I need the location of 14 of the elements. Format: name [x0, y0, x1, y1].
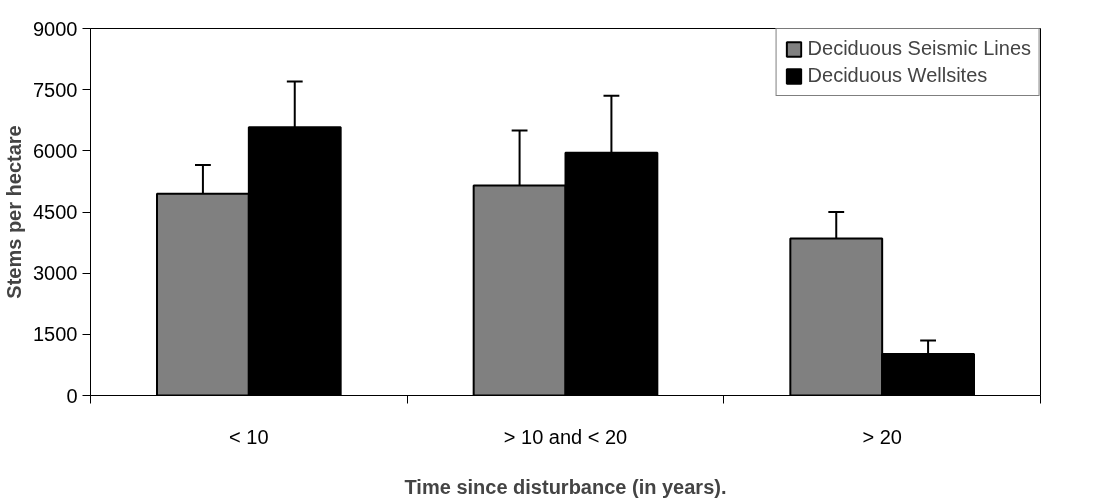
y-tick-label: 9000	[33, 17, 78, 40]
x-axis-title: Time since disturbance (in years).	[404, 475, 727, 498]
x-tick-label: > 10 and < 20	[503, 425, 628, 448]
y-tick-label: 1500	[33, 323, 78, 346]
x-tick-label: > 20	[862, 425, 902, 448]
y-axis-title: Stems per hectare	[3, 125, 26, 299]
y-tick-label: 0	[66, 384, 78, 407]
y-tick-label: 4500	[33, 201, 78, 223]
y-tick-label: 7500	[33, 78, 78, 101]
y-tick-label: 6000	[33, 139, 78, 162]
legend-label: Deciduous Seismic Lines	[807, 37, 1031, 60]
y-tick-label: 3000	[33, 262, 78, 285]
x-tick-label: < 10	[229, 425, 269, 448]
legend-label: Deciduous Wellsites	[807, 64, 988, 87]
